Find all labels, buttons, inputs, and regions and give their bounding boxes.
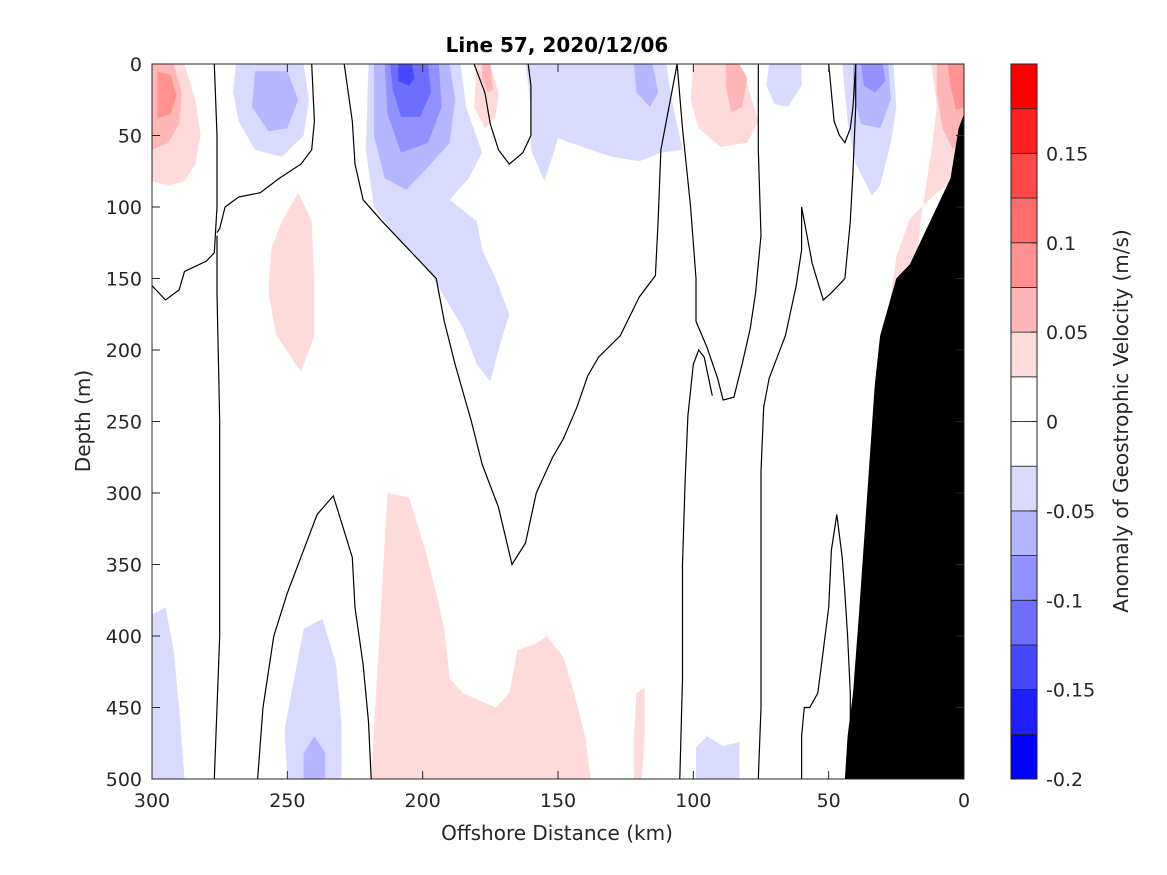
- y-tick-label: 350: [106, 555, 142, 577]
- colorbar-tick-label: -0.05: [1046, 501, 1095, 523]
- y-tick-label: 150: [106, 269, 142, 291]
- anomaly-region-neg_2: [252, 71, 299, 132]
- colorbar-tick-label: -0.15: [1046, 680, 1095, 702]
- colorbar-swatch: [1010, 376, 1038, 422]
- anomaly-region-neg_light: [766, 64, 802, 107]
- colorbar-swatch: [1010, 689, 1038, 735]
- anomaly-region-pos_3: [947, 64, 964, 110]
- colorbar-label: Anomaly of Geostrophic Velocity (m/s): [1109, 229, 1133, 612]
- y-tick-label: 100: [106, 197, 142, 219]
- anomaly-region-neg_light: [696, 736, 740, 779]
- x-tick-label: 50: [817, 790, 841, 812]
- x-tick-label: 0: [958, 790, 970, 812]
- colorbar-tick-label: -0.2: [1046, 769, 1083, 791]
- y-tick-label: 200: [106, 340, 142, 362]
- colorbar-swatch: [1010, 63, 1038, 110]
- anomaly-region-pos_light: [268, 192, 315, 372]
- colorbar-swatch: [1010, 421, 1038, 467]
- x-tick-label: 100: [675, 790, 711, 812]
- colorbar-tick-label: -0.1: [1046, 590, 1083, 612]
- colorbar-swatch: [1010, 152, 1038, 199]
- colorbar-tick-label: 0.05: [1046, 322, 1088, 344]
- x-tick-label: 150: [540, 790, 576, 812]
- x-axis: 300 250 200 150 100 50 0: [134, 64, 970, 812]
- y-tick-label: 300: [106, 483, 142, 505]
- anomaly-contour-fills: [152, 64, 964, 779]
- colorbar-tick-label: 0: [1046, 412, 1058, 434]
- y-tick-label: 450: [106, 698, 142, 720]
- zero-contour-line: [213, 235, 221, 779]
- anomaly-region-neg_3: [861, 64, 886, 93]
- x-tick-label: 300: [134, 790, 170, 812]
- colorbar-swatch: [1010, 510, 1038, 556]
- zero-contour-line: [257, 494, 372, 779]
- anomaly-region-neg_light: [152, 607, 185, 779]
- colorbar-swatch: [1010, 644, 1038, 691]
- x-tick-label: 250: [269, 790, 305, 812]
- colorbar-swatch: [1010, 733, 1038, 780]
- bathymetry-mask: [844, 114, 964, 779]
- y-tick-label: 50: [118, 126, 142, 148]
- colorbar-tick-label: 0.1: [1046, 233, 1076, 255]
- anomaly-region-pos_2: [482, 64, 493, 93]
- colorbar-swatch: [1010, 287, 1038, 333]
- colorbar: -0.2 -0.15 -0.1 -0.05 0 0.05 0.1 0.15: [1010, 63, 1095, 791]
- zero-contour-line: [679, 348, 713, 779]
- colorbar-swatch: [1010, 465, 1038, 512]
- zero-contour-lines: [152, 64, 857, 779]
- y-tick-label: 0: [130, 54, 142, 76]
- zero-contour-line: [800, 514, 854, 779]
- zero-contour-line: [676, 64, 762, 401]
- colorbar-swatch: [1010, 197, 1038, 244]
- zero-contour-line: [343, 64, 678, 567]
- zero-contour-line: [152, 64, 218, 301]
- colorbar-swatch: [1010, 555, 1038, 601]
- x-tick-label: 200: [405, 790, 441, 812]
- zero-contour-line: [473, 64, 532, 165]
- anomaly-region-neg_5: [398, 64, 415, 86]
- y-tick-label: 250: [106, 412, 142, 434]
- colorbar-swatch: [1010, 331, 1038, 378]
- zero-contour-line: [757, 64, 857, 779]
- anomaly-region-pos_2: [725, 64, 748, 113]
- chart-title: Line 57, 2020/12/06: [446, 33, 669, 57]
- colorbar-swatch: [1010, 108, 1038, 154]
- colorbar-swatch: [1010, 599, 1038, 646]
- y-axis-label: Depth (m): [71, 370, 95, 472]
- y-axis: 0 50 100 150 200 250 300 350 400 450 500: [106, 54, 964, 791]
- colorbar-swatch: [1010, 242, 1038, 288]
- anomaly-region-pos_light: [371, 493, 591, 779]
- y-tick-label: 400: [106, 626, 142, 648]
- zero-contour-line: [828, 64, 857, 144]
- x-axis-label: Offshore Distance (km): [441, 821, 673, 845]
- anomaly-region-neg_2: [633, 64, 659, 107]
- y-tick-label: 500: [106, 769, 142, 791]
- anomaly-region-pos_3: [157, 71, 177, 119]
- bathymetry-polygon: [844, 114, 964, 779]
- zero-contour-line: [216, 64, 316, 234]
- anomaly-region-neg_2: [303, 736, 326, 779]
- colorbar-tick-label: 0.15: [1046, 143, 1088, 165]
- anomaly-region-neg_light: [284, 618, 342, 779]
- anomaly-region-pos_light: [633, 687, 645, 779]
